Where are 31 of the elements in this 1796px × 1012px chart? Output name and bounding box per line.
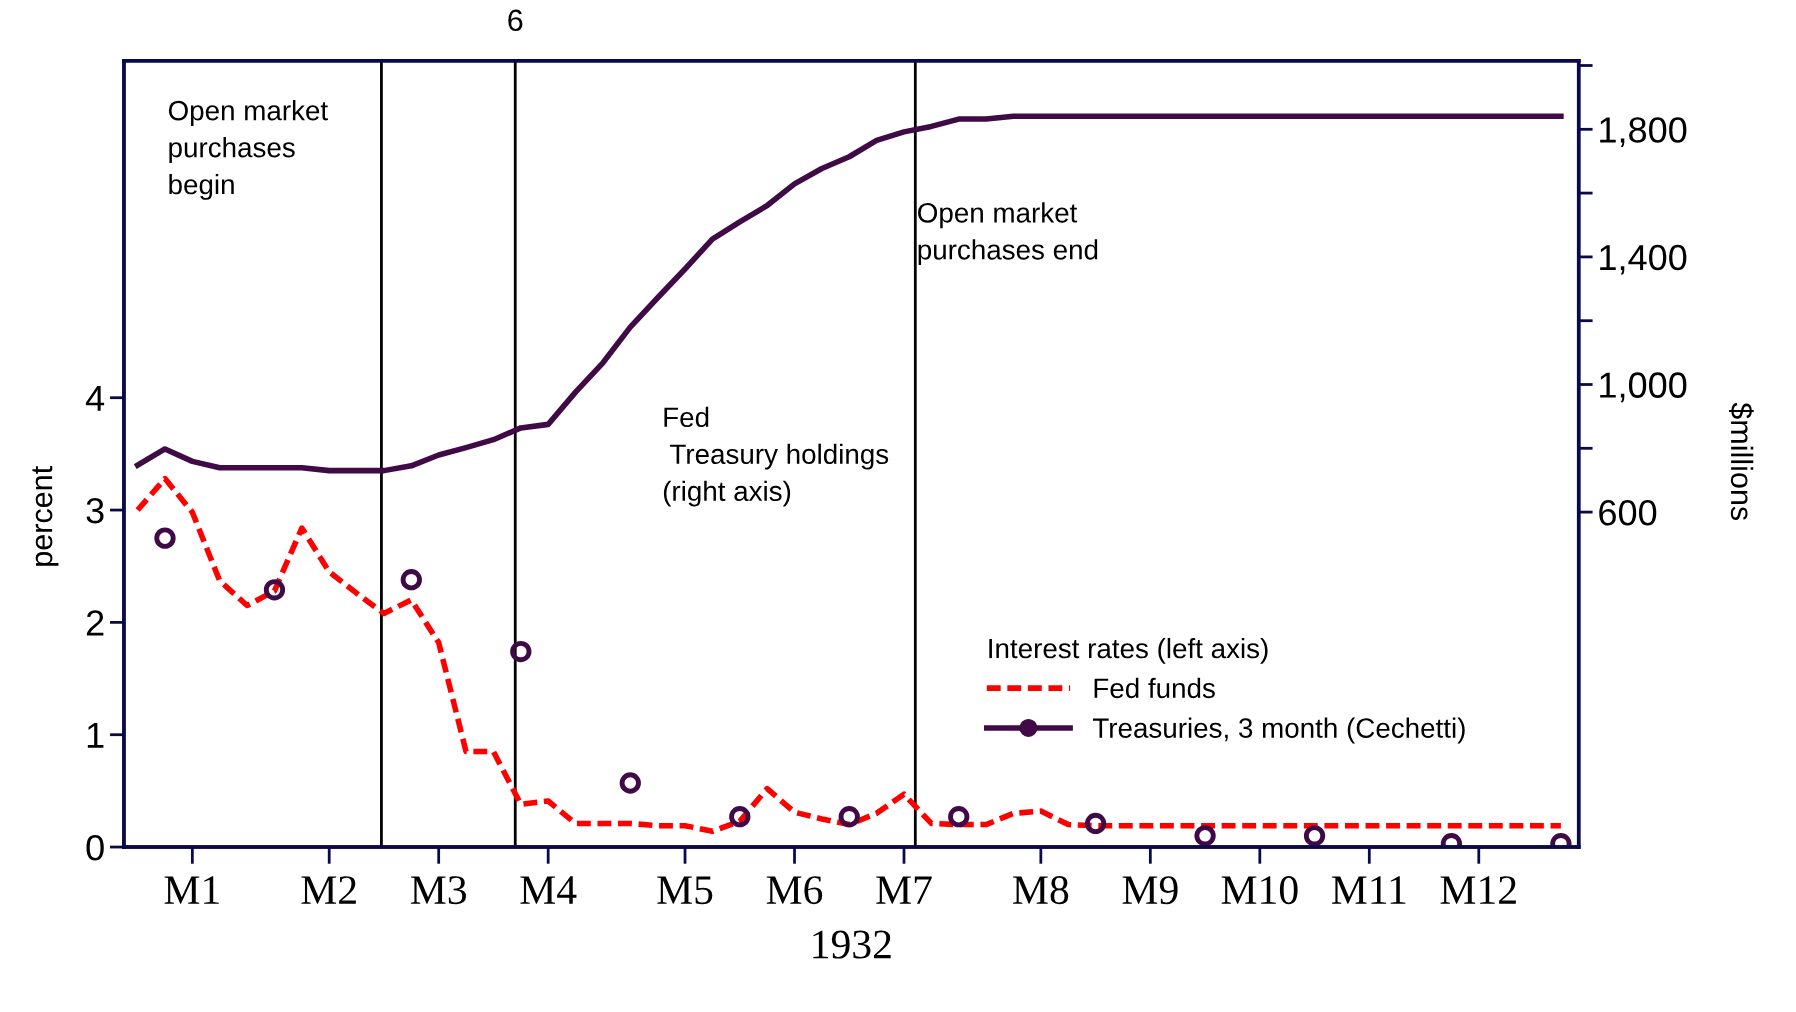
legend-title: Interest rates (left axis) <box>989 637 1268 664</box>
y2-tick-label: 600 <box>1599 499 1657 526</box>
y2-tick-label: 1,400 <box>1600 244 1687 275</box>
x-axis-title: 1932 <box>813 930 891 959</box>
annotation: Open market purchases begin <box>168 100 328 200</box>
y2-tick-label: 1,000 <box>1600 372 1687 403</box>
x-tick-label: M10 <box>1221 876 1298 905</box>
y2-axis-title: $millions <box>1728 402 1754 521</box>
annotation: Open market purchases end <box>918 202 1098 266</box>
x-tick-label: M3 <box>410 876 466 905</box>
x-tick-label: M6 <box>766 876 823 905</box>
x-tick-label: M5 <box>657 876 713 905</box>
text: 6 <box>508 9 523 32</box>
legend-label: Fed funds <box>1094 677 1215 699</box>
x-tick-label: M12 <box>1440 876 1516 904</box>
y-tick-label: 0 <box>86 834 104 861</box>
y-tick-label: 4 <box>85 385 105 411</box>
x-tick-label: M2 <box>301 876 356 904</box>
legend-label: Treasuries, 3 month (Cechetti) <box>1092 717 1465 744</box>
x-tick-label: M1 <box>164 876 219 904</box>
y-tick-label: 3 <box>86 497 104 524</box>
x-tick-label: M9 <box>1122 876 1178 905</box>
x-tick-label: M4 <box>520 876 577 904</box>
y-tick-label: 1 <box>87 722 104 748</box>
x-tick-label: M8 <box>1013 876 1069 905</box>
y2-tick-label: 1,800 <box>1600 117 1687 148</box>
y-tick-label: 2 <box>86 610 104 636</box>
annotation: Fed Treasury holdings (right axis) <box>663 406 889 507</box>
x-tick-label: M7 <box>876 876 932 904</box>
x-tick-label: M11 <box>1331 876 1406 904</box>
y-axis-title: percent <box>32 466 59 566</box>
